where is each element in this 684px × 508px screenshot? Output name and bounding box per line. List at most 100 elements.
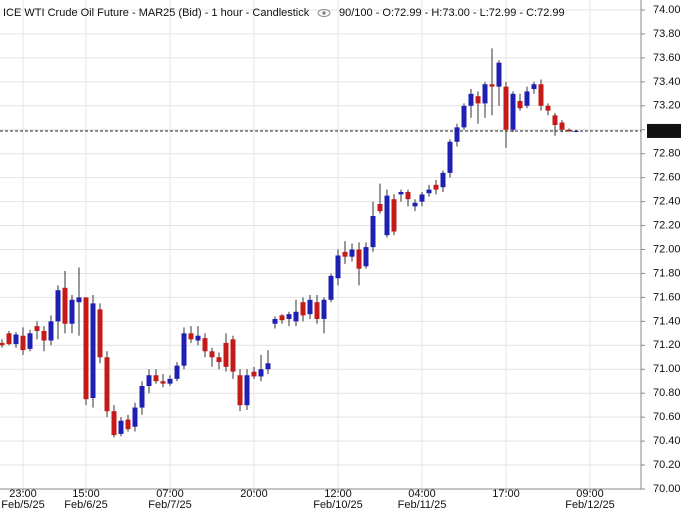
candle-body — [181, 333, 187, 366]
candle-body — [349, 249, 355, 257]
candle-body — [146, 375, 152, 387]
candle-body — [307, 299, 313, 315]
y-tick-label: 70.40 — [653, 435, 681, 447]
candle-body — [363, 247, 369, 267]
candle-body — [244, 375, 250, 406]
y-tick-label: 73.20 — [653, 100, 681, 112]
candle-body — [496, 62, 502, 87]
candle-body — [524, 91, 530, 106]
candle-body — [412, 202, 418, 207]
candle-body — [384, 195, 390, 236]
candle-body — [314, 302, 320, 319]
candle-body — [237, 375, 243, 406]
candle-body — [419, 194, 425, 202]
x-tick-label: 20:00 — [240, 488, 268, 500]
x-tick-label: 23:00 — [9, 488, 37, 500]
candle-body — [286, 314, 292, 319]
candle-body — [111, 411, 117, 436]
candle-body — [475, 96, 481, 104]
candle-body — [517, 101, 523, 109]
x-date-label: Feb/6/25 — [64, 499, 107, 508]
candle-body — [188, 333, 194, 340]
candle-body — [328, 275, 334, 300]
candle-body — [293, 311, 299, 322]
grid — [0, 0, 641, 490]
candle-body — [503, 86, 509, 130]
last-price-box — [647, 123, 681, 138]
y-tick-label: 70.20 — [653, 459, 681, 471]
y-tick-label: 73.40 — [653, 76, 681, 88]
candle-body — [41, 330, 47, 341]
y-tick-label: 74.00 — [653, 4, 681, 16]
candle-body — [321, 299, 327, 319]
candle-body — [489, 84, 495, 87]
y-tick-label: 72.20 — [653, 219, 681, 231]
candle-body — [27, 333, 33, 349]
candle-body — [216, 357, 222, 363]
candle-body — [258, 369, 264, 377]
candle-body — [132, 407, 138, 427]
candle-body — [300, 302, 306, 316]
x-date-label: Feb/7/25 — [148, 499, 191, 508]
candle-body — [272, 318, 278, 324]
candle-body — [356, 249, 362, 269]
candle-body — [461, 105, 467, 128]
candle-body — [447, 141, 453, 173]
y-tick-label: 71.40 — [653, 315, 681, 327]
candle-body — [223, 342, 229, 367]
x-tick-label: 04:00 — [408, 488, 436, 500]
chart-title: ICE WTI Crude Oil Future - MAR25 (Bid) -… — [3, 7, 310, 19]
candle-body — [510, 93, 516, 130]
x-tick-label: 17:00 — [492, 488, 520, 500]
y-tick-label: 72.60 — [653, 172, 681, 184]
candle-body — [482, 84, 488, 104]
candle-body — [538, 84, 544, 106]
candle-body — [251, 371, 257, 377]
candle-body — [174, 365, 180, 379]
x-date-label: Feb/11/25 — [398, 499, 447, 508]
candle-body — [405, 192, 411, 200]
candle-body — [55, 290, 61, 322]
candle-body — [104, 357, 110, 412]
candle-body — [34, 326, 40, 331]
y-tick-label: 72.40 — [653, 196, 681, 208]
candle-body — [13, 334, 19, 345]
last-price-label: 72.99 — [651, 125, 679, 137]
x-tick-label: 09:00 — [576, 488, 604, 500]
candle-body — [391, 199, 397, 232]
x-date-label: Feb/12/25 — [565, 499, 615, 508]
x-date-label: Feb/5/25 — [1, 499, 44, 508]
candle-body — [153, 375, 159, 382]
y-tick-label: 72.00 — [653, 243, 681, 255]
candle-body — [440, 172, 446, 188]
candle-body — [0, 342, 5, 346]
y-tick-label: 70.00 — [653, 483, 681, 495]
eye-icon — [317, 9, 331, 17]
candle-body — [167, 378, 173, 384]
candle-body — [370, 215, 376, 248]
y-tick-label: 73.60 — [653, 52, 681, 64]
candles — [0, 48, 579, 438]
x-tick-label: 15:00 — [72, 488, 100, 500]
candle-body — [6, 333, 12, 345]
candle-body — [83, 297, 89, 400]
candle-body — [559, 122, 565, 130]
candle-body — [76, 297, 82, 303]
candle-body — [139, 386, 145, 408]
candle-body — [118, 420, 124, 434]
x-tick-label: 12:00 — [324, 488, 352, 500]
candle-body — [279, 315, 285, 321]
candle-body — [426, 189, 432, 194]
y-tick-label: 72.80 — [653, 148, 681, 160]
candle-body — [69, 299, 75, 324]
candle-body — [230, 339, 236, 372]
ohlc-legend: 90/100 - O:72.99 - H:73.00 - L:72.99 - C… — [339, 7, 565, 19]
candle-body — [531, 84, 537, 90]
candle-body — [97, 309, 103, 358]
candle-body — [195, 335, 201, 341]
candle-body — [335, 255, 341, 279]
candle-body — [125, 419, 131, 430]
y-tick-label: 70.60 — [653, 411, 681, 423]
candle-body — [90, 303, 96, 398]
